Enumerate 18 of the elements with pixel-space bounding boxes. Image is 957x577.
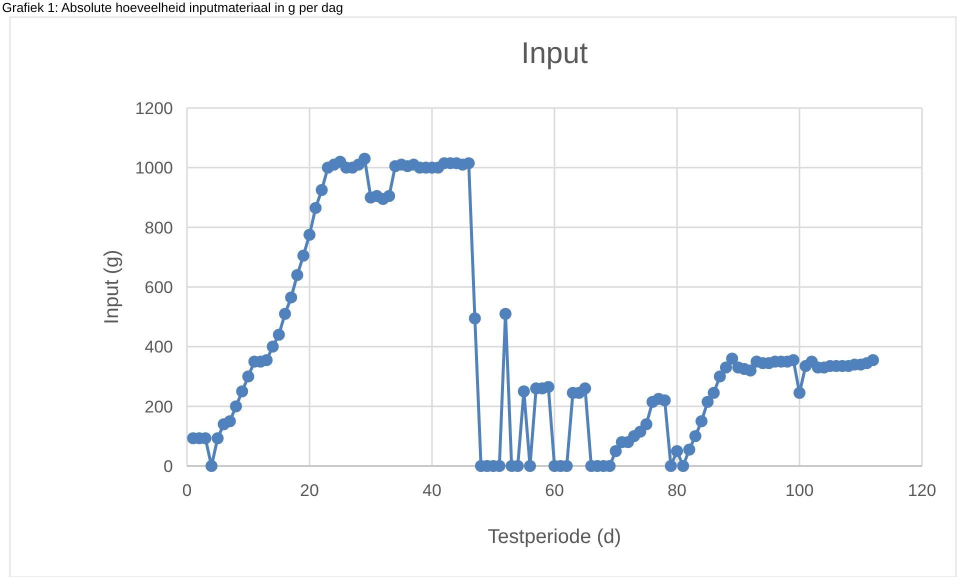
x-tick-label: 100: [785, 481, 814, 500]
x-axis-title: Testperiode (d): [488, 526, 622, 548]
x-tick-label: 40: [422, 481, 442, 500]
y-axis-title: Input (g): [101, 250, 123, 324]
y-tick-label: 600: [144, 278, 173, 297]
y-tick-label: 800: [144, 218, 173, 238]
x-tick-label: 0: [182, 481, 192, 500]
y-tick-label: 200: [144, 397, 173, 416]
y-tick-label: 400: [144, 338, 173, 357]
text: Grafiek 1: Absolute hoeveelheid inputmateriaal in g per dag: [2, 0, 344, 15]
x-tick-label: 80: [668, 481, 686, 500]
y-tick-label: 1000: [135, 158, 173, 178]
x-tick-label: 120: [908, 481, 936, 500]
x-tick-label: 20: [300, 481, 319, 500]
x-tick-label: 60: [545, 481, 564, 500]
y-tick-label: 1200: [135, 98, 173, 118]
y-tick-label: 0: [164, 456, 173, 476]
chart-title: Input: [521, 37, 589, 70]
